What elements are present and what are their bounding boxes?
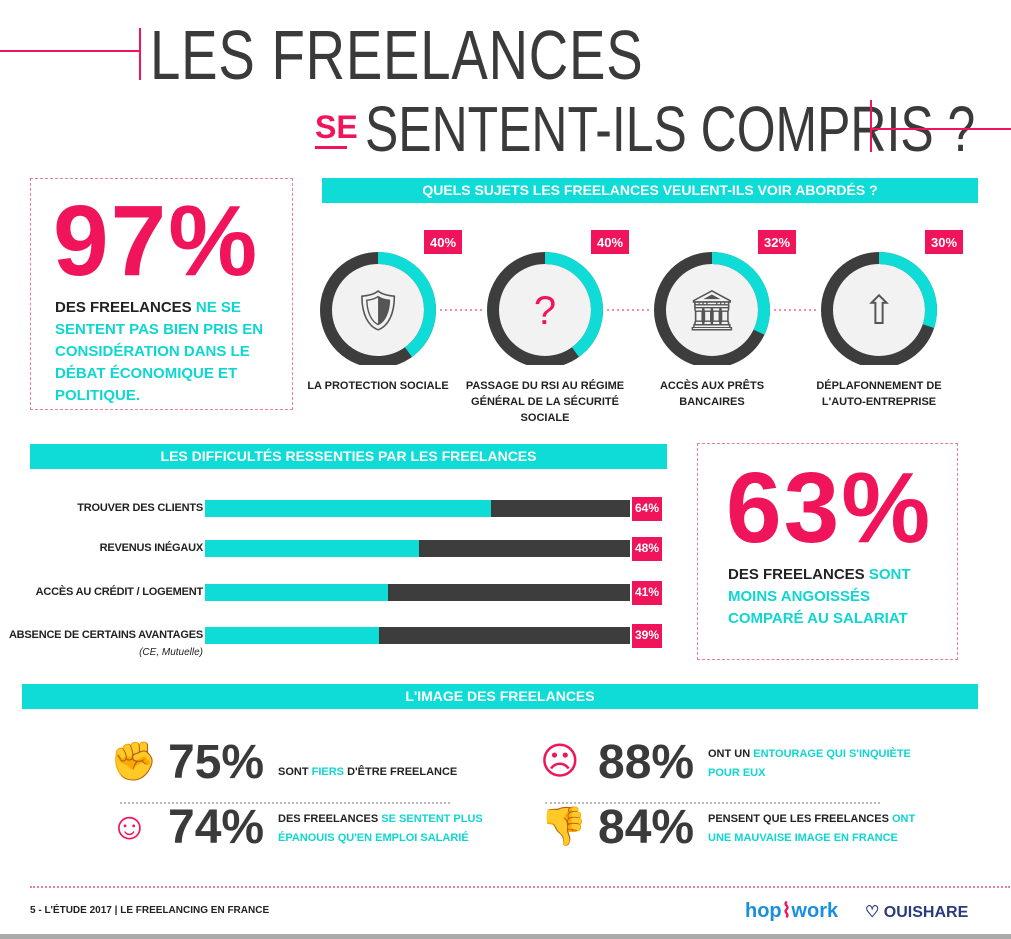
bar-value-label: 48% (632, 537, 662, 561)
donut-badge (925, 230, 963, 254)
title-line-right (870, 128, 1011, 130)
stat-text: SONT FIERS D'ÊTRE FREELANCE (278, 766, 458, 778)
bar-value-label: 64% (632, 497, 662, 521)
stat-63-value: 63% (726, 452, 933, 564)
stat-text: PENSENT QUE LES FREELANCES ONT UNE MAUVA… (708, 813, 916, 844)
footer-divider (30, 886, 1010, 888)
hopwork-logo: hop⌇work (745, 900, 839, 922)
donut-center (320, 252, 436, 365)
stat-box-63: 63% DES FREELANCES SONT MOINS ANGOISSÉS … (697, 443, 958, 660)
donut-center (487, 252, 603, 365)
title-bar-left (139, 28, 141, 80)
divider (120, 802, 450, 804)
worried-face-icon: ☹ (540, 741, 580, 783)
donut-badge (758, 230, 796, 254)
stat-text: DES FREELANCES SE SENTENT PLUS ÉPANOUIS … (278, 813, 483, 844)
difficulties-header: LES DIFFICULTÉS RESSENTIES PAR LES FREEL… (30, 444, 667, 469)
bar-value-label: 41% (632, 581, 662, 605)
bar-track (205, 627, 630, 644)
stat-value: 88% (598, 736, 695, 789)
stat-97-value: 97% (53, 185, 260, 297)
bar-category-label: TROUVER DES CLIENTS (77, 502, 203, 514)
title-se: SE (315, 105, 358, 149)
shield-check-icon: 🛡 (353, 289, 404, 333)
bar-category-label: REVENUS INÉGAUX (99, 542, 204, 554)
ouishare-logo: ♡ OUISHARE (865, 904, 969, 921)
topics-header: QUELS SUJETS LES FREELANCES VEULENT-ILS … (322, 178, 978, 203)
donut-value-label: 40% (597, 235, 623, 250)
stat-value: 74% (168, 801, 265, 854)
donut-category-label: ACCÈS AUX PRÊTS BANCAIRES (659, 380, 765, 408)
donut-value-label: 40% (430, 235, 456, 250)
donut-category-label: DÉPLAFONNEMENT DE L'AUTO-ENTREPRISE (816, 380, 942, 408)
stat-97-text: DES FREELANCES NE SE SENTENT PAS BIEN PR… (55, 299, 264, 404)
bar-value-label: 39% (632, 624, 662, 648)
bar-track (205, 540, 630, 557)
donut-badge (591, 230, 629, 254)
donut-segment (654, 252, 770, 365)
page-bottom-edge (0, 934, 1011, 939)
title-line1: LES FREELANCES (150, 16, 644, 94)
bar-category-label: ACCÈS AU CRÉDIT / LOGEMENT (35, 586, 204, 598)
happy-face-icon: ☺ (110, 806, 149, 848)
donut-badge (424, 230, 462, 254)
fist-icon: ✊ (110, 741, 158, 783)
donut-value-label: 30% (931, 235, 957, 250)
bar-fill (205, 500, 491, 517)
title-bar-right (870, 100, 872, 152)
donut-category-label: PASSAGE DU RSI AU RÉGIME GÉNÉRAL DE LA S… (465, 380, 625, 424)
bank-icon: 🏛 (687, 289, 738, 333)
bar-fill (205, 584, 388, 601)
topics-donut-chart: 🛡 40%? 40% 🏛 32% ⇧ 30% (320, 230, 963, 365)
stat-text: ONT UN ENTOURAGE QUI S'INQUIÈTE POUR EUX (708, 748, 911, 779)
thumbs-down-icon: 👎 (540, 806, 588, 848)
stat-63-text: DES FREELANCES SONT MOINS ANGOISSÉS COMP… (728, 566, 911, 627)
bar-track (205, 584, 630, 601)
donut-center (821, 252, 937, 365)
growth-chart-icon: ⇧ (862, 289, 896, 333)
donut-segment (821, 252, 937, 365)
bar-track (205, 500, 630, 517)
bar-fill (205, 627, 380, 644)
documents-question-icon: ? (534, 289, 556, 333)
stat-value: 75% (168, 736, 265, 789)
stat-box-97: 97% DES FREELANCES NE SE SENTENT PAS BIE… (30, 178, 293, 410)
title-line-left (0, 50, 140, 52)
donut-value-label: 32% (764, 235, 790, 250)
divider (545, 802, 880, 804)
donut-segment (487, 252, 603, 365)
donut-center (654, 252, 770, 365)
donut-category-label: LA PROTECTION SOCIALE (307, 380, 449, 392)
donut-segment (320, 252, 436, 365)
bar-fill (205, 540, 420, 557)
footer-text: 5 - L'ÉTUDE 2017 | LE FREELANCING EN FRA… (30, 905, 270, 916)
image-header: L'IMAGE DES FREELANCES (22, 684, 978, 709)
stat-value: 84% (598, 801, 695, 854)
bar-sublabel: (CE, Mutuelle) (139, 647, 203, 658)
bar-category-label: ABSENCE DE CERTAINS AVANTAGES (8, 629, 203, 641)
